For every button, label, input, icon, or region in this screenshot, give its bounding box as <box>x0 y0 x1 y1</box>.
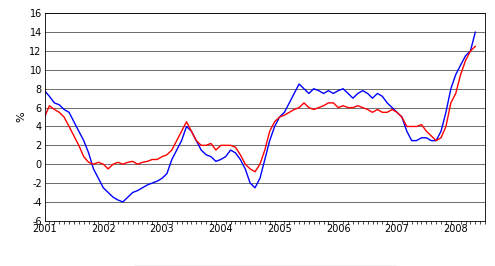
Maarakennuskoneet <box>86 151 92 155</box>
Kunnossapitokoneet <box>428 134 434 138</box>
Maarakennuskoneet <box>96 177 101 180</box>
Maarakennuskoneet <box>120 200 126 203</box>
Kunnossapitokoneet <box>208 142 214 145</box>
Maarakennuskoneet <box>213 160 219 163</box>
Y-axis label: %: % <box>17 112 27 122</box>
Maarakennuskoneet <box>428 139 434 142</box>
Kunnossapitokoneet <box>96 161 101 164</box>
Maarakennuskoneet <box>472 31 478 34</box>
Kunnossapitokoneet <box>267 130 273 133</box>
Line: Maarakennuskoneet: Maarakennuskoneet <box>45 32 475 202</box>
Kunnossapitokoneet <box>472 45 478 48</box>
Kunnossapitokoneet <box>86 161 92 164</box>
Maarakennuskoneet <box>267 139 273 142</box>
Line: Kunnossapitokoneet: Kunnossapitokoneet <box>45 46 475 172</box>
Maarakennuskoneet <box>42 89 48 92</box>
Kunnossapitokoneet <box>42 115 48 119</box>
Maarakennuskoneet <box>135 189 141 192</box>
Kunnossapitokoneet <box>130 160 136 163</box>
Kunnossapitokoneet <box>252 170 258 173</box>
